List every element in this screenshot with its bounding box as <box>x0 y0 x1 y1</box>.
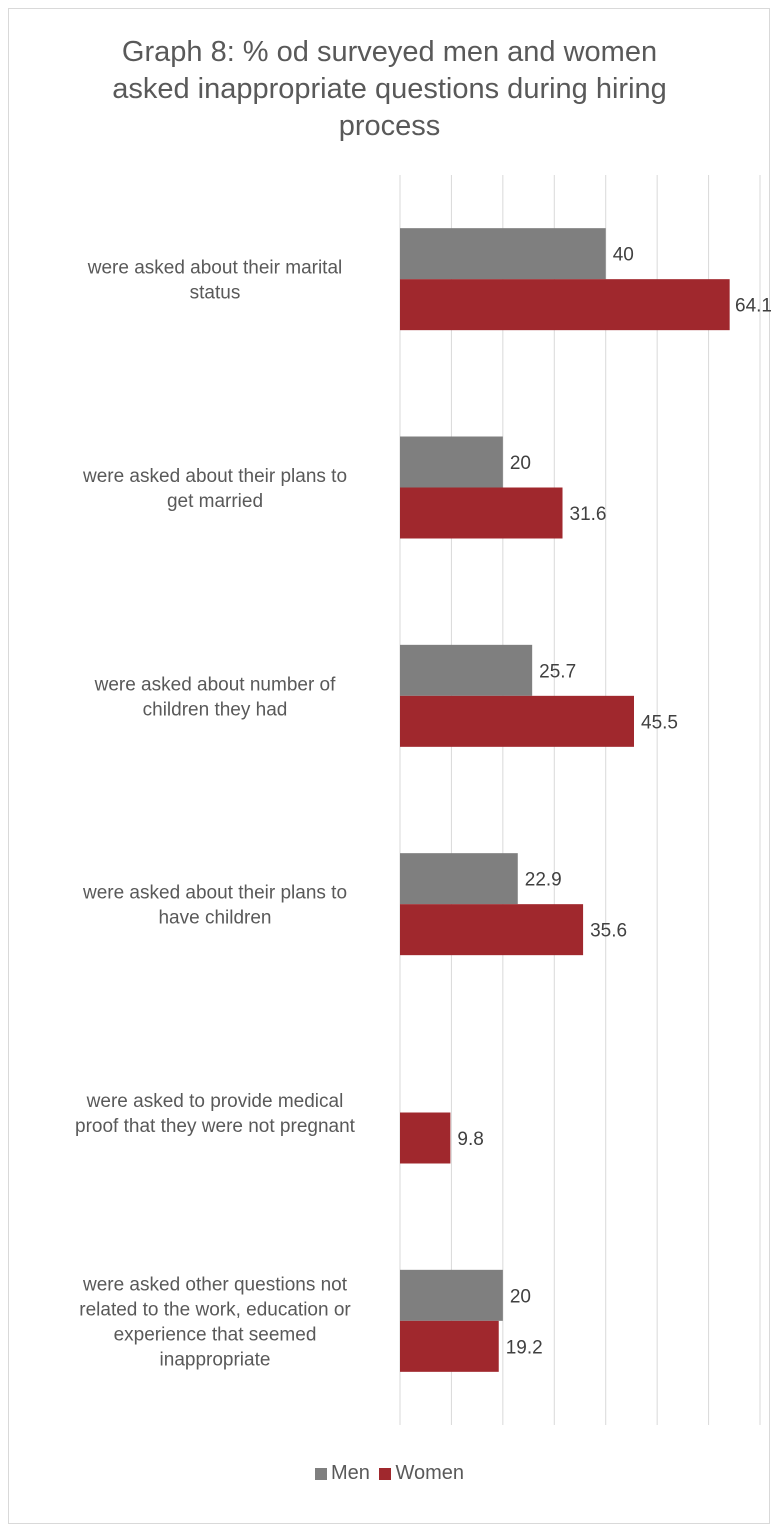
chart-frame <box>8 8 770 1524</box>
chart-title: Graph 8: % od surveyed men and women ask… <box>112 36 667 142</box>
data-label-women: 35.6 <box>590 921 627 942</box>
legend-swatch-women <box>379 1467 392 1480</box>
bar-men <box>400 644 533 696</box>
data-label-men: 22.9 <box>525 870 562 891</box>
category-label-line: were asked about their plans to <box>82 466 347 487</box>
category-label: were asked about number of children they … <box>94 674 337 720</box>
legend-label-men: Men <box>330 1462 370 1484</box>
bar-women <box>400 695 634 747</box>
category-label: were asked other questions not related to… <box>79 1274 351 1370</box>
data-label-men: 20 <box>510 453 531 474</box>
bar-men <box>400 228 606 280</box>
data-label-men: 40 <box>613 245 634 266</box>
category-label-line: experience that seemed <box>114 1324 317 1345</box>
bar-men <box>400 853 518 905</box>
legend-label-women: Women <box>395 1462 464 1484</box>
data-label-women: 31.6 <box>570 504 607 525</box>
category-label-line: children they had <box>143 699 288 720</box>
category-label-line: get married <box>167 491 263 512</box>
chart-legend: Men Women <box>0 1462 779 1486</box>
data-label-women: 9.8 <box>457 1129 483 1150</box>
category-label-line: inappropriate <box>160 1349 271 1370</box>
legend-item-men: Men <box>314 1462 370 1485</box>
category-label-line: proof that they were not pregnant <box>75 1116 356 1137</box>
category-label-line: status <box>190 283 241 304</box>
category-label: were asked about their plans to get marri… <box>82 466 347 512</box>
category-label-line: related to the work, education or <box>79 1299 351 1320</box>
data-label-men: 25.7 <box>539 661 576 682</box>
legend-swatch-men <box>314 1467 327 1480</box>
data-label-women: 19.2 <box>506 1337 543 1358</box>
bar-women <box>400 904 584 956</box>
category-label: were asked to provide medical proof that … <box>75 1091 356 1137</box>
data-label-women: 45.5 <box>641 712 678 733</box>
bar-women <box>400 279 730 331</box>
data-label-men: 20 <box>510 1286 531 1307</box>
category-label-line: were asked about their plans to <box>82 883 347 904</box>
category-label-line: were asked about their marital <box>87 258 343 279</box>
category-label: were asked about their marital status <box>87 258 343 304</box>
category-label-line: were asked about number of <box>94 674 337 695</box>
category-label-line: were asked other questions not <box>82 1274 348 1295</box>
bar-women <box>400 1320 499 1372</box>
category-label-line: were asked to provide medical <box>86 1091 344 1112</box>
bar-men <box>400 436 503 488</box>
bar-women <box>400 487 563 539</box>
bar-women <box>400 1112 451 1164</box>
legend-item-women: Women <box>379 1462 464 1485</box>
data-label-women: 64.1 <box>735 296 772 317</box>
category-label-line: have children <box>158 908 271 929</box>
category-label: were asked about their plans to have chil… <box>82 883 347 929</box>
bar-men <box>400 1269 503 1321</box>
